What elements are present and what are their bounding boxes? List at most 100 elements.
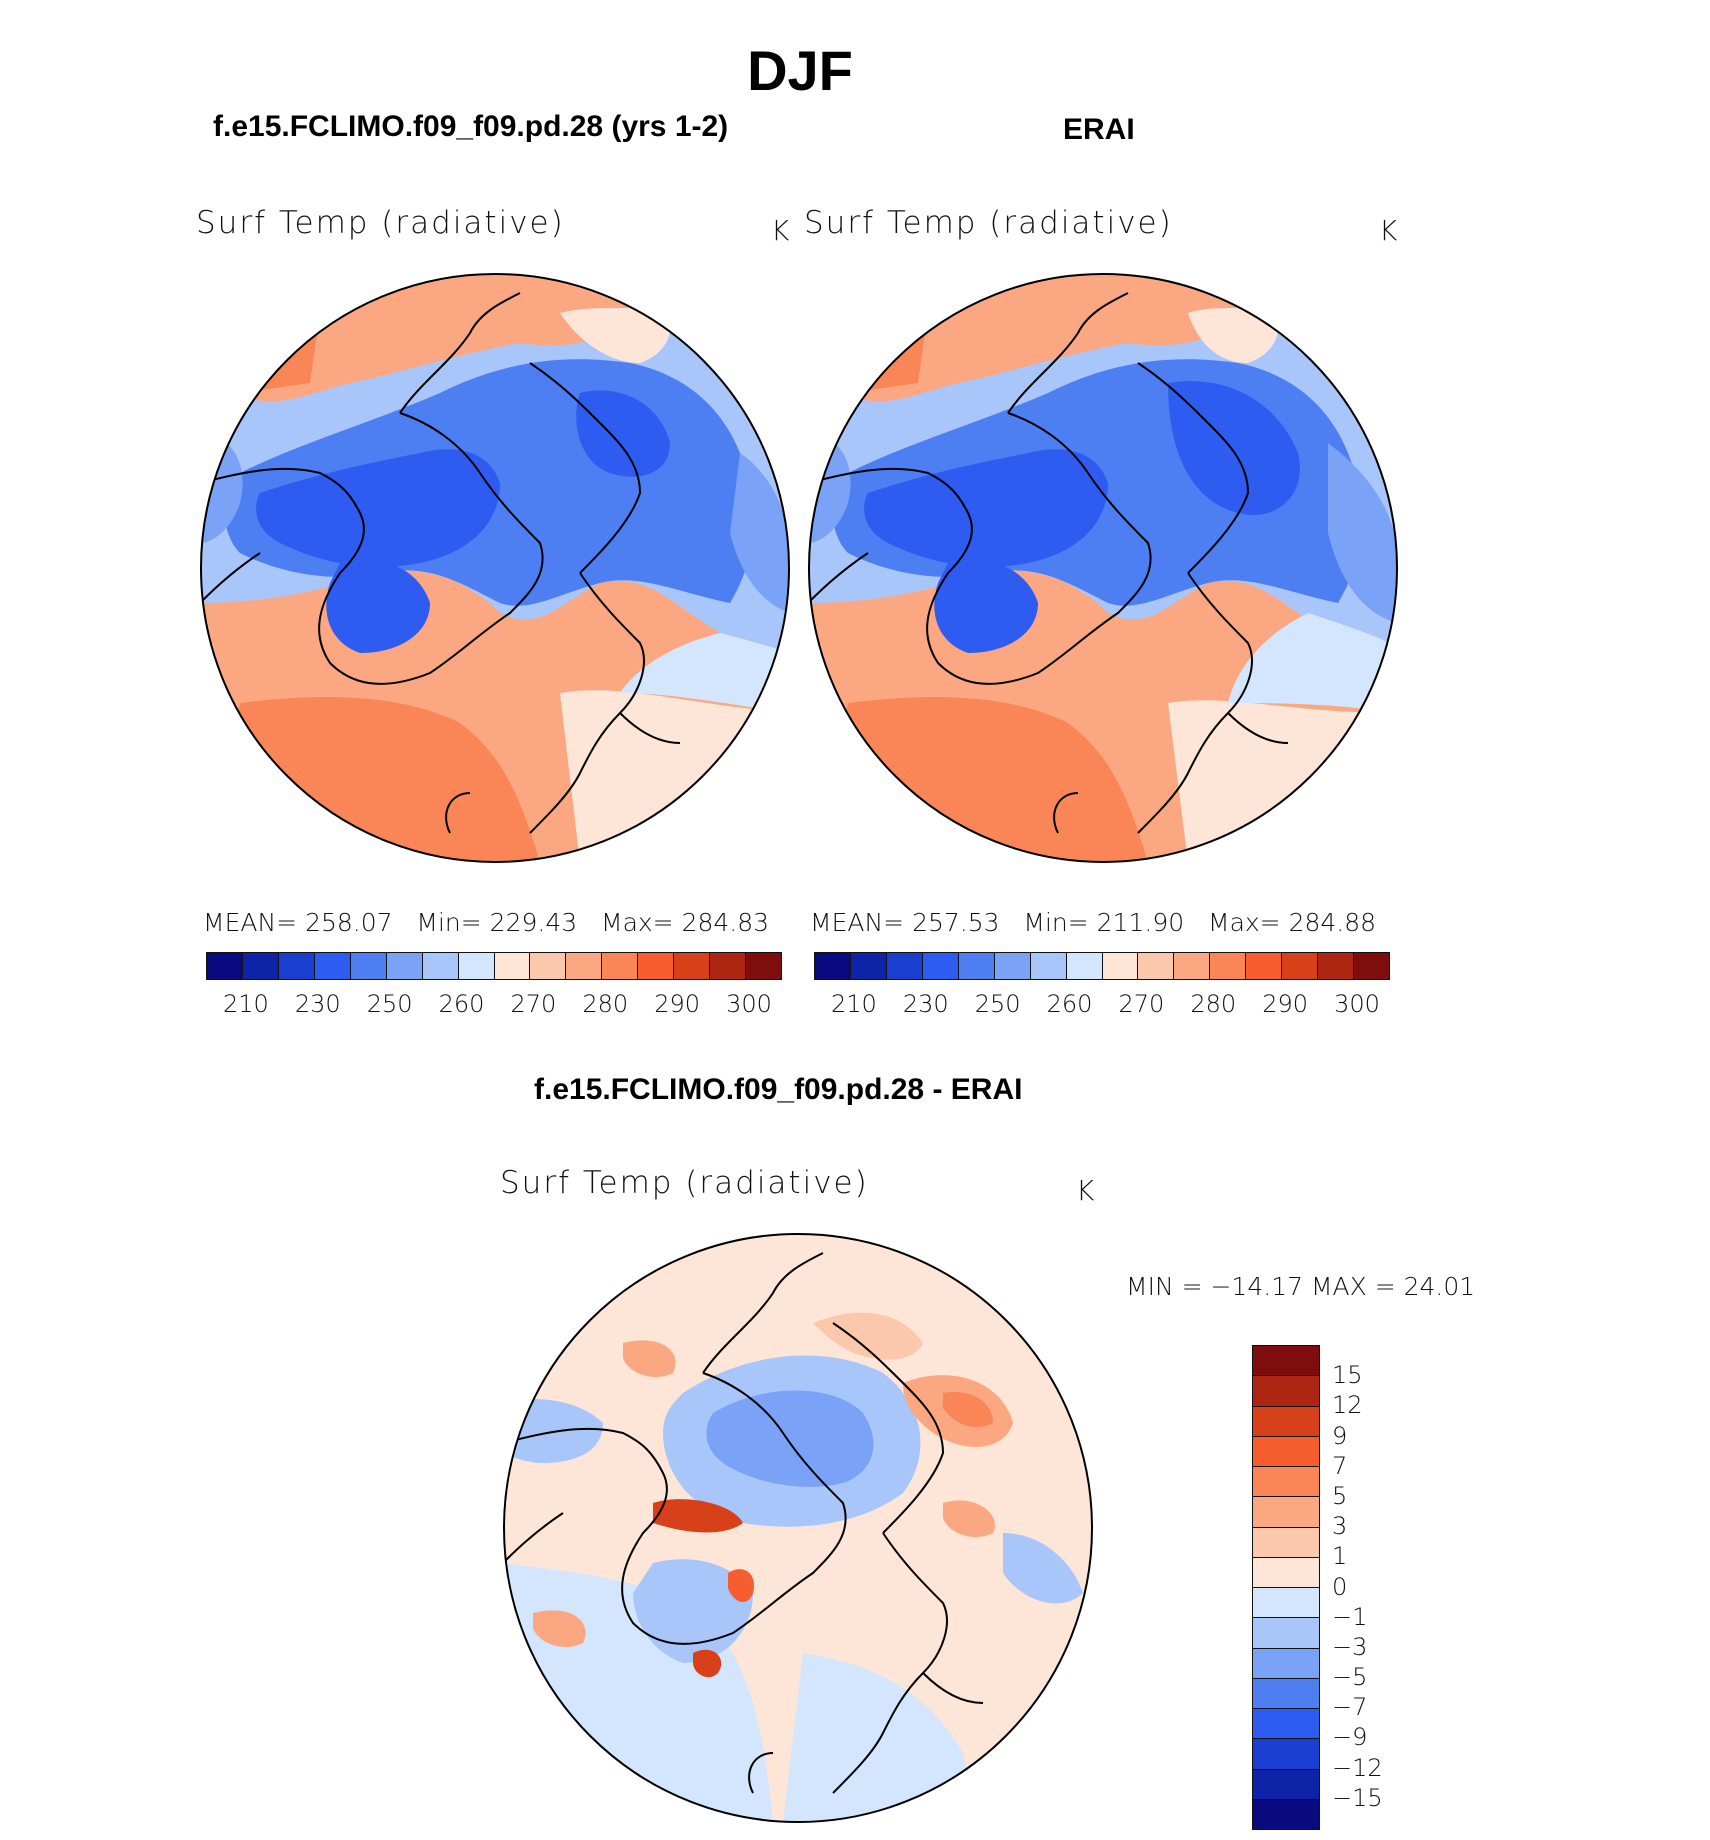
panel1-mean-label: MEAN= [203,908,298,937]
colorbar-tick-label: 230 [902,990,949,1018]
colorbar-swatch [1253,1376,1319,1407]
colorbar-swatch [1253,1557,1319,1588]
colorbar-tick-label: 270 [1118,990,1165,1018]
colorbar-tick-label: 3 [1332,1512,1348,1541]
colorbar-tick-label: 280 [582,990,629,1018]
panel1-min-label: Min= [416,908,482,937]
diff-variable-label: Surf Temp (radiative) [500,1165,869,1201]
colorbar-swatch [1253,1739,1319,1770]
colorbar-swatch [1253,1467,1319,1498]
panel2-case-title: ERAI [1063,113,1135,146]
diff-polar-map [503,1233,1093,1823]
panel2-polar-map [808,273,1398,863]
panel1-min-value: 229.43 [489,908,578,937]
colorbar-swatch [277,952,315,980]
colorbar-swatch [421,952,459,980]
panel2-colorbar [814,952,1390,980]
colorbar-tick-label: 300 [726,990,772,1018]
panel1-colorbar [206,952,782,980]
colorbar-tick-label: 1 [1332,1542,1348,1571]
colorbar-swatch [1101,952,1139,980]
colorbar-swatch [493,952,531,980]
colorbar-tick-label: 7 [1332,1451,1348,1480]
colorbar-tick-label: 15 [1332,1361,1363,1390]
colorbar-swatch [1253,1527,1319,1558]
colorbar-tick-label: 280 [1190,990,1237,1018]
colorbar-swatch [1253,1497,1319,1528]
colorbar-tick-label: 0 [1332,1572,1348,1601]
colorbar-swatch [849,952,887,980]
colorbar-tick-label: 250 [366,990,413,1018]
colorbar-tick-label: −9 [1332,1723,1368,1752]
colorbar-swatch [745,952,782,980]
colorbar-swatch [1253,1678,1319,1709]
colorbar-swatch [349,952,387,980]
colorbar-swatch [601,952,639,980]
colorbar-tick-label: 260 [438,990,485,1018]
colorbar-tick-label: 5 [1332,1481,1348,1510]
colorbar-tick-label: 290 [654,990,700,1018]
panel1-colorbar-ticks: 210 230 250 260 270 280 290 300 [207,990,782,1020]
colorbar-swatch [1253,1436,1319,1467]
panel1-units-label: K [771,214,790,247]
colorbar-swatch [313,952,351,980]
colorbar-tick-label: 250 [974,990,1021,1018]
colorbar-swatch [1281,952,1319,980]
colorbar-swatch [1253,1618,1319,1649]
panel2-variable-label: Surf Temp (radiative) [804,205,1173,241]
colorbar-swatch [241,952,279,980]
colorbar-tick-label: −7 [1332,1693,1368,1722]
colorbar-swatch [1173,952,1211,980]
colorbar-swatch [885,952,923,980]
colorbar-swatch [921,952,959,980]
colorbar-swatch [206,952,243,980]
colorbar-swatch [1253,1406,1319,1437]
panel1-polar-map [200,273,790,863]
colorbar-tick-label: −12 [1332,1753,1383,1782]
panel1-variable-label: Surf Temp (radiative) [196,205,565,241]
colorbar-tick-label: 210 [830,990,877,1018]
panel2-max-label: Max= [1208,908,1281,937]
colorbar-tick-label: 12 [1332,1391,1363,1420]
colorbar-swatch [709,952,747,980]
colorbar-swatch [814,952,851,980]
colorbar-swatch [1253,1709,1319,1740]
panel2-colorbar-ticks: 210 230 250 260 270 280 290 300 [815,990,1390,1020]
colorbar-swatch [1245,952,1283,980]
diff-case-title: f.e15.FCLIMO.f09_f09.pd.28 - ERAI [534,1073,1023,1106]
colorbar-swatch [565,952,603,980]
colorbar-swatch [1253,1346,1319,1377]
panel2-stats: MEAN= 257.53 Min= 211.90 Max= 284.88 [810,908,1376,937]
panel2-mean-label: MEAN= [810,908,905,937]
colorbar-tick-label: −3 [1332,1632,1368,1661]
colorbar-tick-label: 9 [1332,1421,1348,1450]
panel1-stats: MEAN= 258.07 Min= 229.43 Max= 284.83 [203,908,769,937]
page-title: DJF [747,39,853,102]
panel1-max-value: 284.83 [681,908,770,937]
colorbar-tick-label: 300 [1334,990,1380,1018]
colorbar-swatch [1253,1799,1319,1829]
colorbar-tick-label: −5 [1332,1663,1368,1692]
colorbar-swatch [957,952,995,980]
panel2-units-label: K [1379,214,1398,247]
colorbar-swatch [1209,952,1247,980]
colorbar-swatch [1353,952,1390,980]
panel1-case-title: f.e15.FCLIMO.f09_f09.pd.28 (yrs 1-2) [213,110,729,143]
colorbar-swatch [673,952,711,980]
diff-minmax-label: MIN = −14.17 MAX = 24.01 [1126,1272,1476,1301]
colorbar-swatch [1137,952,1175,980]
diff-colorbar-ticks: 15 12 9 7 5 3 1 0 −1 −3 −5 −7 −9 −12 −15 [1332,1345,1412,1828]
colorbar-tick-label: −1 [1332,1602,1368,1631]
colorbar-tick-label: 210 [222,990,269,1018]
panel2-max-value: 284.88 [1288,908,1377,937]
panel2-mean-value: 257.53 [912,908,1000,937]
colorbar-swatch [1065,952,1103,980]
colorbar-swatch [1253,1769,1319,1800]
colorbar-tick-label: 230 [294,990,341,1018]
colorbar-swatch [1317,952,1355,980]
diff-colorbar [1252,1345,1320,1830]
colorbar-swatch [637,952,675,980]
panel2-min-value: 211.90 [1096,908,1185,937]
colorbar-swatch [1253,1588,1319,1619]
colorbar-swatch [993,952,1031,980]
